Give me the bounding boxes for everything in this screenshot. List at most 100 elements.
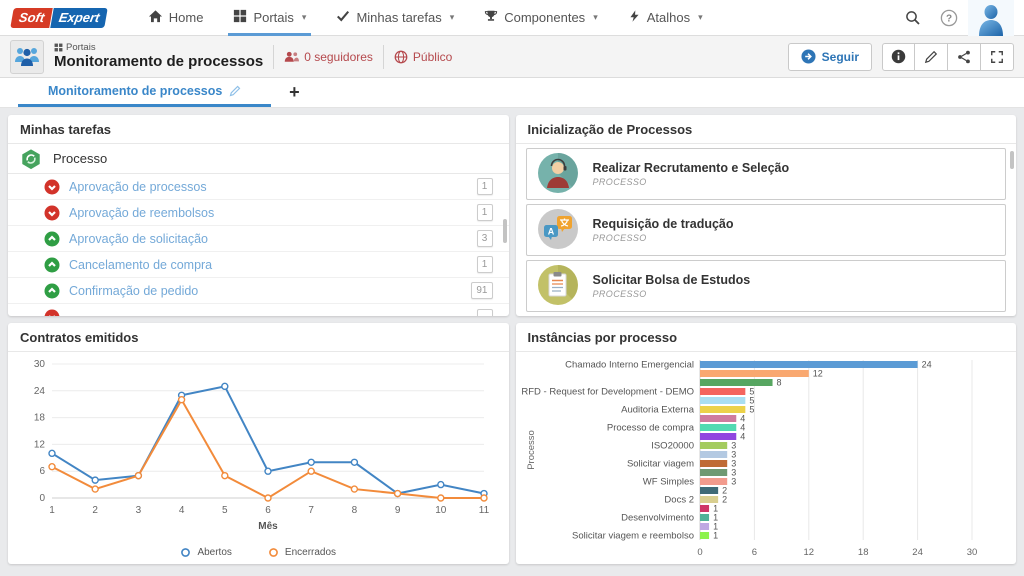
translation-avatar: A: [537, 208, 579, 253]
legend-item[interactable]: Encerrados: [268, 547, 336, 558]
svg-text:?: ?: [946, 13, 952, 24]
svg-text:3: 3: [136, 505, 142, 516]
process-scrollbar[interactable]: [1010, 151, 1014, 169]
logo-expert: Expert: [50, 7, 109, 28]
page-actions: Seguir: [787, 42, 1014, 71]
svg-text:WF Simples: WF Simples: [642, 477, 693, 488]
nav-item-componentes[interactable]: Componentes ▾: [469, 0, 612, 36]
task-link[interactable]: Aprovação de reembolsos: [69, 205, 215, 220]
task-count-badge: 91: [471, 282, 493, 299]
task-link[interactable]: Aprovação de processos: [69, 179, 207, 194]
task-count-badge: 3: [476, 230, 493, 247]
visibility-link[interactable]: Público: [394, 50, 452, 64]
task-count-badge: 1: [476, 178, 493, 195]
data-point: [177, 396, 186, 404]
portal-content: Minhas tarefas Processo Aprovação de pro…: [0, 108, 1024, 571]
check-icon: [336, 9, 350, 26]
tab-label: Monitoramento de processos: [48, 84, 223, 98]
process-card-texts: Requisição de tradução PROCESSO: [593, 217, 734, 243]
task-count-badge: 1: [476, 256, 493, 273]
info-button[interactable]: [882, 42, 915, 71]
svg-text:3: 3: [731, 441, 736, 451]
svg-text:12: 12: [803, 547, 814, 558]
series-Abertos: [51, 385, 485, 495]
data-point: [264, 467, 272, 475]
task-row[interactable]: Aprovação de reembolsos 1: [8, 200, 509, 226]
shortcut-icon: [628, 9, 641, 26]
followers-link[interactable]: 0 seguidores: [284, 50, 373, 64]
svg-text:Processo de compra: Processo de compra: [606, 423, 694, 434]
follow-button[interactable]: Seguir: [787, 42, 872, 71]
process-init-panel: Inicialização de Processos Realizar Recr…: [515, 115, 1016, 316]
task-link[interactable]: Cancelamento de compra: [69, 257, 213, 272]
data-point: [437, 480, 445, 489]
task-row[interactable]: Aprovação de processos 1: [8, 174, 509, 200]
svg-text:10: 10: [435, 505, 447, 516]
bar: [699, 397, 745, 404]
process-card[interactable]: A Requisição de tradução PROCESSO: [525, 204, 1006, 256]
page-title: Monitoramento de processos: [54, 52, 264, 70]
share-button[interactable]: [948, 42, 981, 71]
nav-item-atalhos[interactable]: Atalhos ▾: [613, 0, 718, 36]
svg-text:8: 8: [352, 505, 358, 516]
task-group-label: Processo: [53, 151, 108, 166]
nav-item-portais[interactable]: Portais ▾: [218, 0, 321, 36]
data-point: [264, 494, 272, 502]
nav-item-home[interactable]: Home: [133, 0, 219, 36]
svg-text:3: 3: [731, 477, 736, 487]
process-card[interactable]: Solicitar Bolsa de Estudos PROCESSO: [525, 260, 1006, 312]
svg-text:3: 3: [731, 450, 736, 460]
contracts-chart-panel: Contratos emitidos 0 6 12 18 24 30 1 2 3 4 5 6 7 8 9 10…: [8, 323, 509, 564]
process-card[interactable]: Realizar Recrutamento e Seleção PROCESSO: [525, 148, 1006, 200]
breadcrumb[interactable]: Portais: [54, 43, 263, 53]
task-link[interactable]: Confirmação de pedido: [69, 283, 199, 298]
data-point: [307, 467, 315, 475]
task-link[interactable]: Aprovação de solicitação: [69, 231, 208, 246]
add-tab-button[interactable]: +: [289, 82, 300, 102]
user-avatar[interactable]: [968, 0, 1014, 36]
home-icon: [148, 9, 163, 27]
softexpert-logo[interactable]: Soft Expert: [10, 7, 109, 28]
bar: [699, 523, 709, 530]
search-icon[interactable]: [896, 0, 930, 36]
tasks-scrollbar[interactable]: [502, 219, 507, 243]
task-row[interactable]: Cancelamento de compra 1: [8, 252, 509, 278]
process-hexagon-icon: [22, 148, 40, 169]
bar: [699, 370, 809, 377]
svg-text:3: 3: [731, 459, 736, 469]
bar: [699, 469, 727, 476]
svg-text:5: 5: [749, 396, 754, 406]
data-point: [221, 471, 229, 480]
task-row-partial[interactable]: [8, 304, 509, 316]
svg-text:Docs 2: Docs 2: [664, 495, 694, 506]
svg-text:8: 8: [776, 378, 781, 388]
task-row[interactable]: Confirmação de pedido 91: [8, 278, 509, 304]
svg-text:6: 6: [39, 466, 45, 477]
bar: [699, 415, 736, 422]
tasks-panel: Minhas tarefas Processo Aprovação de pro…: [8, 115, 509, 316]
nav-item-minhas-tarefas[interactable]: Minhas tarefas ▾: [321, 0, 469, 36]
task-row[interactable]: Aprovação de solicitação 3: [8, 226, 509, 252]
task-list: Aprovação de processos 1 Aprovação de reem…: [8, 174, 509, 316]
page-header-titles: Portais Monitoramento de processos: [54, 43, 263, 70]
help-icon[interactable]: ?: [932, 0, 966, 36]
svg-text:4: 4: [740, 414, 745, 424]
task-group-processo[interactable]: Processo: [8, 144, 509, 174]
svg-text:4: 4: [179, 505, 185, 516]
ontime-up-icon: [44, 283, 60, 298]
svg-text:3: 3: [731, 468, 736, 478]
data-point: [48, 449, 56, 458]
svg-text:RFD - Request for Development: RFD - Request for Development - DEMO: [522, 387, 694, 398]
svg-text:5: 5: [749, 405, 754, 415]
bar: [699, 478, 727, 485]
edit-button[interactable]: [915, 42, 948, 71]
process-init-title: Inicialização de Processos: [515, 115, 1016, 144]
svg-text:Solicitar viagem e reembolso: Solicitar viagem e reembolso: [572, 531, 694, 542]
svg-text:11: 11: [479, 505, 490, 516]
svg-text:2: 2: [722, 495, 727, 505]
legend-item[interactable]: Abertos: [180, 547, 232, 558]
svg-text:Processo: Processo: [526, 430, 537, 470]
fullscreen-button[interactable]: [981, 42, 1014, 71]
portal-tabbar: Monitoramento de processos +: [0, 78, 1024, 108]
tab-monitoramento[interactable]: Monitoramento de processos: [18, 78, 272, 107]
